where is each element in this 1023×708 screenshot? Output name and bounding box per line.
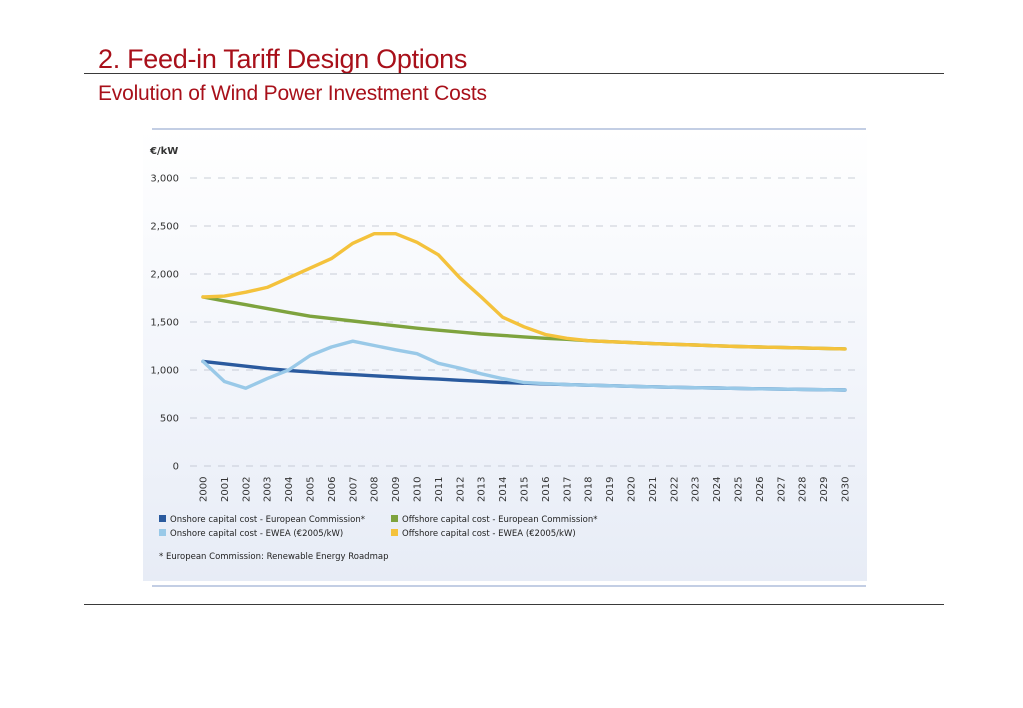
page-title: 2. Feed-in Tariff Design Options bbox=[98, 44, 468, 74]
x-tick-label: 2019 bbox=[605, 477, 616, 502]
x-tick-label: 2004 bbox=[284, 477, 295, 502]
page-subtitle: Evolution of Wind Power Investment Costs bbox=[98, 82, 487, 105]
y-tick-label: 1,000 bbox=[150, 366, 179, 377]
x-tick-label: 2013 bbox=[477, 477, 488, 502]
y-tick-label: 3,000 bbox=[150, 174, 179, 185]
x-tick-label: 2010 bbox=[413, 477, 424, 502]
y-tick-label: 2,500 bbox=[150, 222, 179, 233]
x-tick-label: 2028 bbox=[798, 477, 809, 502]
x-tick-label: 2003 bbox=[263, 477, 274, 502]
series-line-2 bbox=[201, 339, 847, 392]
y-tick-label: 2,000 bbox=[150, 270, 179, 281]
x-tick-label: 2000 bbox=[199, 477, 210, 502]
x-tick-label: 2006 bbox=[327, 477, 338, 502]
legend-label: Offshore capital cost - EWEA (€2005/kW) bbox=[402, 529, 576, 539]
x-tick-label: 2026 bbox=[755, 477, 766, 502]
chart-footnote: * European Commission: Renewable Energy … bbox=[159, 552, 388, 562]
title-underline bbox=[84, 73, 944, 74]
x-tick-label: 2015 bbox=[520, 477, 531, 502]
chart-background bbox=[143, 129, 867, 581]
legend-swatch bbox=[159, 529, 166, 536]
x-tick-label: 2017 bbox=[562, 477, 573, 502]
x-tick-label: 2005 bbox=[306, 477, 317, 502]
x-tick-label: 2021 bbox=[648, 477, 659, 502]
legend-swatch bbox=[391, 529, 398, 536]
legend-swatch bbox=[159, 515, 166, 522]
chart-panel: €/kW 0 500 1,000 1,500 2,000 2,500 3,000 2000 2… bbox=[143, 126, 867, 588]
bottom-rule bbox=[84, 604, 944, 605]
x-tick-label: 2024 bbox=[712, 477, 723, 502]
x-tick-label: 2001 bbox=[220, 477, 231, 502]
legend-swatch bbox=[391, 515, 398, 522]
y-tick-label: 500 bbox=[160, 414, 179, 425]
x-tick-label: 2030 bbox=[841, 477, 852, 502]
legend-label: Onshore capital cost - European Commissi… bbox=[170, 515, 365, 525]
y-axis-unit-label: €/kW bbox=[149, 146, 178, 157]
x-tick-label: 2022 bbox=[669, 477, 680, 502]
x-tick-label: 2023 bbox=[691, 477, 702, 502]
y-tick-label: 1,500 bbox=[150, 318, 179, 329]
x-tick-label: 2027 bbox=[776, 477, 787, 502]
x-tick-label: 2009 bbox=[391, 477, 402, 502]
x-tick-label: 2020 bbox=[627, 477, 638, 502]
legend-label: Offshore capital cost - European Commiss… bbox=[402, 515, 597, 525]
series-line-3 bbox=[201, 232, 847, 351]
x-tick-label: 2012 bbox=[455, 477, 466, 502]
x-tick-label: 2016 bbox=[541, 477, 552, 502]
x-tick-label: 2007 bbox=[348, 477, 359, 502]
line-chart: €/kW 0 500 1,000 1,500 2,000 2,500 3,000 2000 2… bbox=[143, 128, 867, 587]
x-tick-label: 2014 bbox=[498, 477, 509, 502]
x-tick-label: 2029 bbox=[819, 477, 830, 502]
x-tick-label: 2002 bbox=[241, 477, 252, 502]
x-tick-label: 2011 bbox=[434, 477, 445, 502]
x-tick-label: 2025 bbox=[734, 477, 745, 502]
x-tick-label: 2018 bbox=[584, 477, 595, 502]
y-tick-label: 0 bbox=[173, 462, 179, 473]
legend-label: Onshore capital cost - EWEA (€2005/kW) bbox=[170, 529, 343, 539]
x-tick-label: 2008 bbox=[370, 477, 381, 502]
